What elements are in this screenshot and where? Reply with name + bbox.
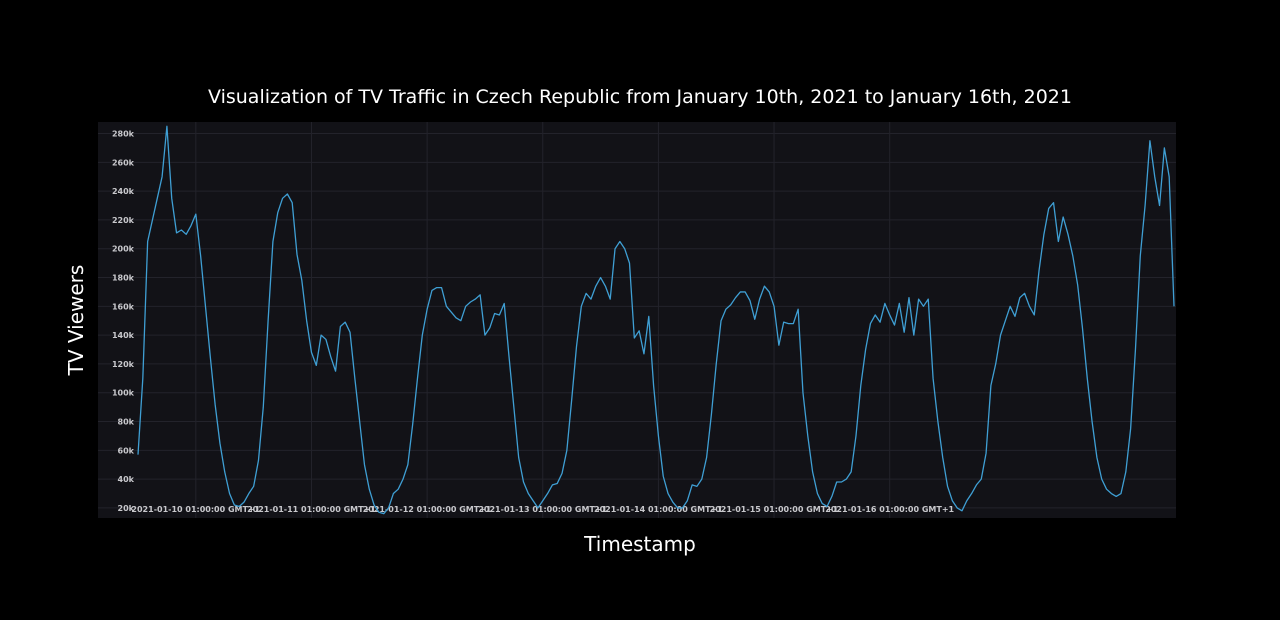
x-tick-label: 2021-01-10 01:00:00 GMT+1 (131, 505, 260, 514)
x-tick-label: 2021-01-12 01:00:00 GMT+1 (363, 505, 492, 514)
y-axis-title: TV Viewers (64, 264, 88, 376)
series-layer (137, 125, 1175, 515)
y-tick-label: 140k (112, 331, 135, 340)
y-tick-label: 200k (112, 245, 135, 254)
grid-lines (98, 122, 1176, 518)
y-tick-label: 240k (112, 187, 135, 196)
x-tick-label: 2021-01-13 01:00:00 GMT+1 (478, 505, 607, 514)
x-axis-title: Timestamp (584, 532, 696, 556)
y-tick-label: 40k (118, 475, 135, 484)
x-tick-label: 2021-01-11 01:00:00 GMT+1 (247, 505, 376, 514)
x-tick-label: 2021-01-16 01:00:00 GMT+1 (825, 505, 954, 514)
y-axis-ticks: 20k 40k 60k 80k 100k 120k 140k 160k 180k 200k 220k… (112, 130, 135, 513)
x-tick-label: 2021-01-14 01:00:00 GMT+1 (594, 505, 723, 514)
y-tick-label: 180k (112, 274, 135, 283)
y-tick-label: 20k (118, 504, 135, 513)
y-tick-label: 260k (112, 158, 135, 167)
y-tick-label: 220k (112, 216, 135, 225)
y-tick-label: 80k (118, 418, 135, 427)
y-tick-label: 120k (112, 360, 135, 369)
y-tick-label: 60k (118, 446, 135, 455)
y-tick-label: 100k (112, 389, 135, 398)
x-tick-label: 2021-01-15 01:00:00 GMT+1 (710, 505, 839, 514)
plot-area (98, 122, 1176, 518)
y-tick-label: 160k (112, 302, 135, 311)
chart-title: Visualization of TV Traffic in Czech Rep… (208, 86, 1072, 108)
y-tick-label: 280k (112, 130, 135, 139)
series-line (137, 125, 1175, 515)
